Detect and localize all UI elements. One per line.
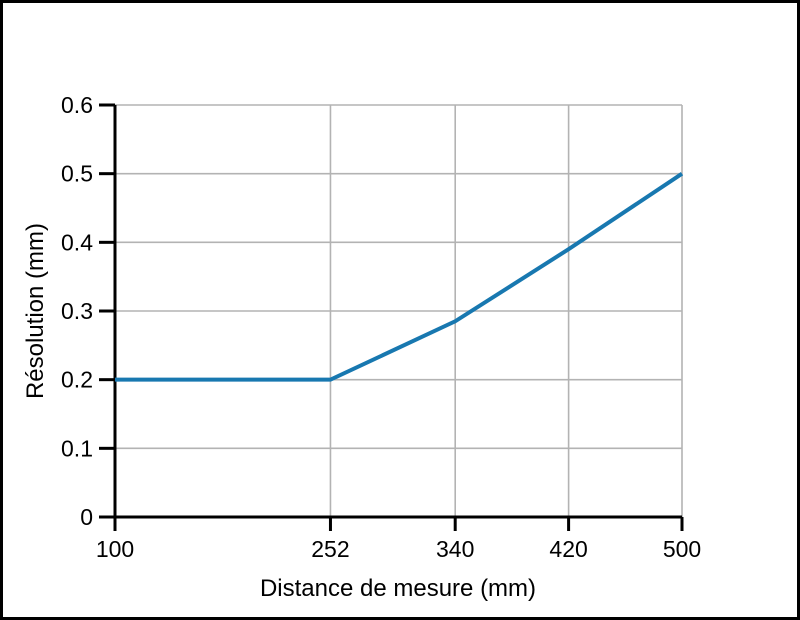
y-tick-label: 0.5 xyxy=(61,161,93,187)
x-axis-title: Distance de mesure (mm) xyxy=(259,575,537,602)
x-tick-label: 340 xyxy=(436,536,474,562)
y-tick-label: 0.6 xyxy=(61,92,93,118)
x-tick-label: 500 xyxy=(663,536,701,562)
y-tick-label: 0.4 xyxy=(61,229,93,255)
y-tick-label: 0.1 xyxy=(61,435,93,461)
y-axis-title: Résolution (mm) xyxy=(22,222,49,400)
x-tick-label: 100 xyxy=(96,536,134,562)
x-tick-label: 252 xyxy=(311,536,349,562)
y-tick-label: 0.2 xyxy=(61,367,93,393)
y-tick-label: 0.3 xyxy=(61,298,93,324)
x-tick-label: 420 xyxy=(549,536,587,562)
resolution-data-line xyxy=(115,172,684,382)
y-tick-label: 0 xyxy=(80,504,93,530)
